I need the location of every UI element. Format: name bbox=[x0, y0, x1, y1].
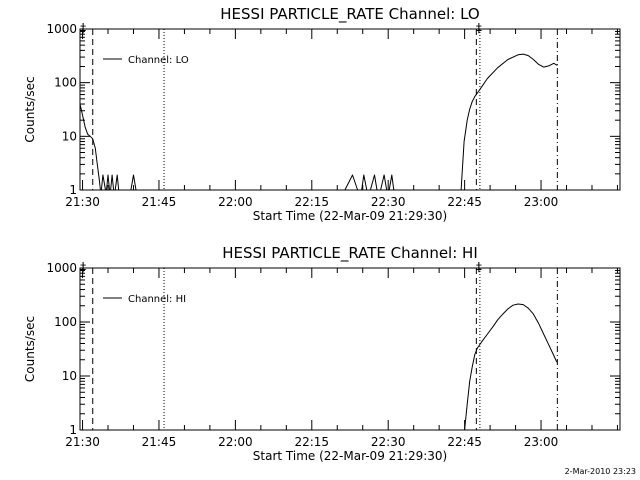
chart-hi-legend-label: Channel: HI bbox=[128, 294, 186, 305]
chart-hi-x-tick-label: 22:15 bbox=[294, 435, 329, 449]
chart-lo-x-tick-label: 22:00 bbox=[218, 195, 253, 209]
chart-lo-x-tick-label: 23:00 bbox=[524, 195, 559, 209]
chart-hi-series-line bbox=[464, 303, 558, 431]
chart-lo-x-tick-label: 22:15 bbox=[294, 195, 329, 209]
chart-hi-x-tick-label: 21:30 bbox=[65, 435, 100, 449]
chart-lo-event-marker: ‡ bbox=[475, 21, 482, 35]
chart-hi-event-marker: ‡ bbox=[475, 260, 482, 274]
chart-hi-y-tick-label: 10 bbox=[62, 369, 77, 383]
chart-lo-x-axis-label: Start Time (22-Mar-09 21:29:30) bbox=[253, 209, 447, 223]
chart-hi-x-tick-label: 23:00 bbox=[524, 435, 559, 449]
chart-hi-y-tick-label: 100 bbox=[54, 315, 77, 329]
chart-lo-y-tick-label: 1000 bbox=[46, 22, 77, 36]
chart-lo-x-tick-label: 21:45 bbox=[142, 195, 177, 209]
chart-lo-x-tick-label: 22:45 bbox=[447, 195, 482, 209]
chart-hi-title: HESSI PARTICLE_RATE Channel: HI bbox=[222, 244, 478, 263]
chart-lo-event-marker: ‡ bbox=[79, 21, 86, 35]
chart-lo-title: HESSI PARTICLE_RATE Channel: LO bbox=[220, 5, 479, 24]
chart-hi-x-tick-label: 22:30 bbox=[371, 435, 406, 449]
chart-lo-legend-label: Channel: LO bbox=[128, 55, 189, 66]
chart-lo-y-tick-label: 100 bbox=[54, 76, 77, 90]
chart-hi-y-tick-label: 1 bbox=[69, 423, 77, 437]
chart-hi-x-tick-label: 22:00 bbox=[218, 435, 253, 449]
chart-lo-x-tick-label: 21:30 bbox=[65, 195, 100, 209]
chart-hi-x-tick-label: 21:45 bbox=[142, 435, 177, 449]
chart-hi-x-tick-label: 22:45 bbox=[447, 435, 482, 449]
chart-panel-hi: HESSI PARTICLE_RATE Channel: HI Counts/se… bbox=[23, 244, 621, 463]
chart-lo-x-tick-label: 22:30 bbox=[371, 195, 406, 209]
chart-hi-x-axis-label: Start Time (22-Mar-09 21:29:30) bbox=[253, 449, 447, 463]
chart-hi-event-marker: ‡ bbox=[79, 260, 86, 274]
chart-hi-plot-frame bbox=[79, 267, 621, 431]
chart-lo-series-line bbox=[79, 53, 558, 191]
chart-lo-y-tick-label: 1 bbox=[69, 183, 77, 197]
chart-lo-plot-frame bbox=[79, 28, 621, 191]
chart-hi-y-tick-label: 1000 bbox=[46, 261, 77, 275]
chart-lo-y-tick-label: 10 bbox=[62, 129, 77, 143]
chart-lo-y-axis-label: Counts/sec bbox=[23, 76, 37, 142]
plot-timestamp: 2-Mar-2010 23:23 bbox=[565, 467, 636, 476]
chart-hi-y-axis-label: Counts/sec bbox=[23, 316, 37, 382]
chart-panel-lo: HESSI PARTICLE_RATE Channel: LO Counts/se… bbox=[23, 5, 621, 223]
